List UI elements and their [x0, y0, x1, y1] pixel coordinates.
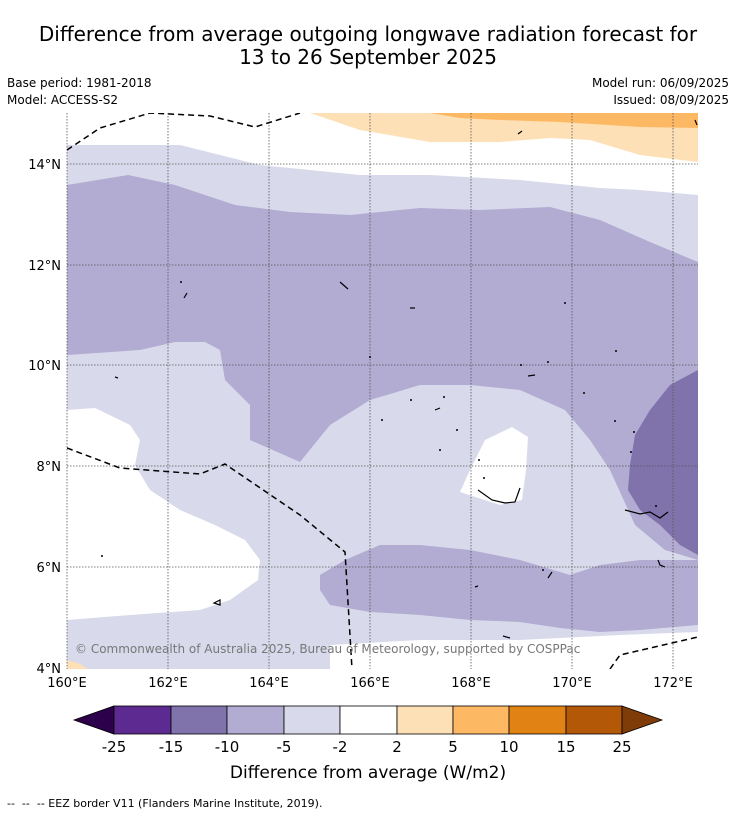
eez-border-west [67, 447, 353, 669]
colorbar-bin-8 [508, 705, 567, 735]
lon-label-172E: 172°E [653, 676, 693, 691]
eez-legend-note: -- -- -- EEZ border V11 (Flanders Marine… [7, 797, 323, 810]
eez-border-north [67, 113, 301, 151]
colorbar-tick: 25 [612, 738, 631, 756]
lon-label-162E: 162°E [148, 676, 188, 691]
colorbar-bin-2 [170, 705, 228, 735]
colorbar-tick: -10 [215, 738, 240, 756]
eez-borders [67, 113, 698, 669]
lon-label-160E: 160°E [47, 676, 87, 691]
model-run: Model run: 06/09/2025 [591, 76, 729, 90]
issued-date: Issued: 08/09/2025 [613, 93, 729, 107]
latitude-labels: 14°N 12°N 10°N 8°N 6°N 4°N [28, 158, 61, 677]
colorbar-arrow-low [72, 705, 115, 735]
contour-plus2-corner-south [67, 660, 88, 669]
colorbar-bin-5 [339, 705, 398, 735]
island-outlines [114, 119, 698, 639]
contour-plus2-to-plus5 [310, 113, 698, 162]
lon-label-164E: 164°E [249, 676, 289, 691]
colorbar-bin-7 [452, 705, 510, 735]
gridlines [66, 113, 698, 669]
contour-minus10-to-minus15 [628, 370, 698, 555]
colorbar-bin-9 [565, 705, 623, 735]
colorbar-tick: -25 [102, 738, 127, 756]
colorbar-bin-3 [226, 705, 285, 735]
colorbar-tick: -5 [277, 738, 292, 756]
lat-label-8N: 8°N [37, 460, 62, 475]
lon-label-168E: 168°E [451, 676, 491, 691]
colorbar-tick: -2 [333, 738, 348, 756]
colorbar-tick: 10 [499, 738, 518, 756]
copyright-notice: © Commonwealth of Australia 2025, Bureau… [75, 642, 580, 656]
colorbar-bin-6 [396, 705, 454, 735]
colorbar-tick: 2 [392, 738, 402, 756]
map-title-line1: Difference from average outgoing longwav… [38, 22, 698, 46]
colorbar-ticks: -25 -15 -10 -5 -2 2 5 10 15 25 [102, 738, 632, 756]
colorbar-label: Difference from average (W/m2) [230, 763, 506, 783]
longitude-labels: 160°E 162°E 164°E 166°E 168°E 170°E 172°… [47, 676, 693, 691]
colorbar-bin-1 [113, 705, 172, 735]
lat-label-6N: 6°N [37, 561, 62, 576]
contour-minus5-to-minus10-south [320, 545, 698, 632]
contour-minus5-to-minus10-north [67, 175, 698, 560]
lon-label-166E: 166°E [350, 676, 390, 691]
colorbar-tick: 5 [448, 738, 458, 756]
eez-border-south [609, 636, 698, 669]
base-period: Base period: 1981-2018 [7, 76, 152, 90]
lon-label-170E: 170°E [552, 676, 592, 691]
lat-label-10N: 10°N [28, 359, 61, 374]
island-dots [101, 281, 657, 571]
map-title-line2: 13 to 26 September 2025 [239, 45, 497, 69]
colorbar-bin-4 [283, 705, 341, 735]
lat-label-14N: 14°N [28, 158, 61, 173]
colorbar-tick: 15 [556, 738, 575, 756]
colorbar-arrow-high [621, 705, 664, 735]
model-name: Model: ACCESS-S2 [7, 93, 119, 107]
contour-plus5-to-plus10 [430, 113, 698, 128]
colorbar-tick: -15 [159, 738, 184, 756]
lat-label-12N: 12°N [28, 259, 61, 274]
colorbar [72, 705, 664, 735]
lat-label-4N: 4°N [37, 662, 62, 677]
white-patch-south [330, 632, 698, 669]
anomaly-field [67, 113, 698, 669]
